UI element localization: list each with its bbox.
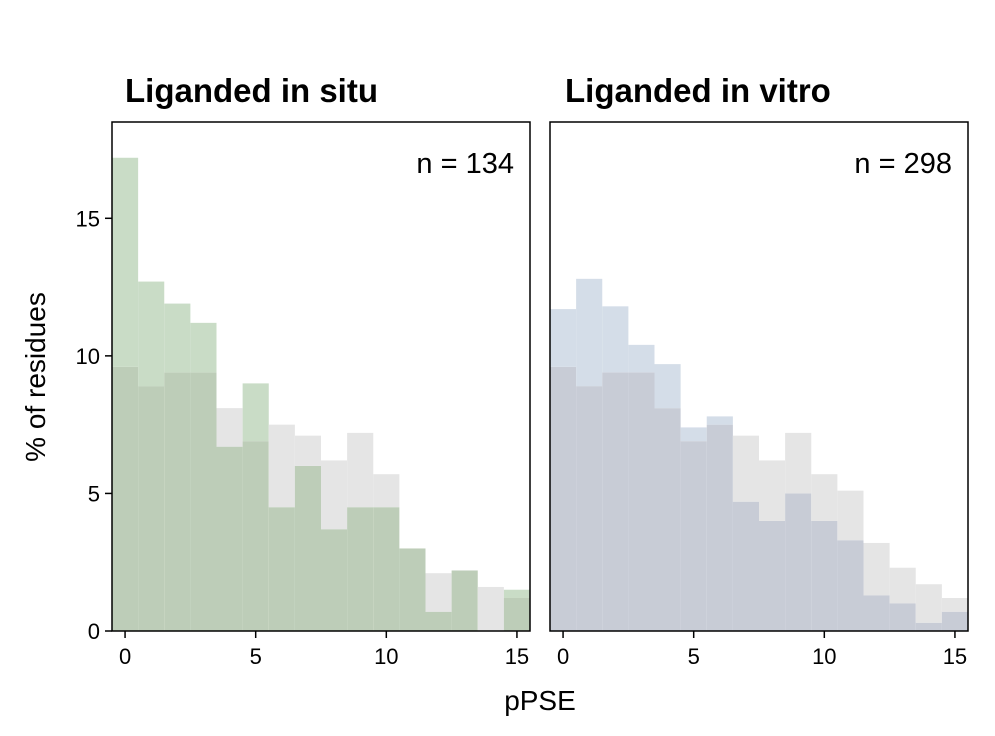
bar-ligand — [112, 157, 139, 367]
bar-overlap — [112, 366, 139, 631]
bar-ligand — [164, 303, 191, 373]
y-tick-label: 5 — [88, 481, 100, 506]
bar-overlap — [425, 611, 452, 631]
bar-ligand — [628, 344, 655, 373]
bar-overlap — [941, 611, 968, 631]
y-tick-label: 10 — [76, 344, 100, 369]
bar-overlap — [216, 446, 243, 631]
panel-title: Liganded in vitro — [565, 72, 831, 109]
bar-overlap — [242, 441, 269, 631]
x-tick-label: 5 — [688, 644, 700, 669]
bar-overlap — [837, 540, 864, 631]
bar-overlap — [321, 529, 348, 631]
bar-reference — [321, 460, 348, 530]
x-tick-label: 10 — [812, 644, 836, 669]
bar-ligand — [654, 364, 681, 409]
bar-ligand — [576, 278, 603, 387]
bar-overlap — [863, 595, 890, 631]
bar-ligand — [190, 322, 217, 373]
bar-overlap — [294, 465, 321, 631]
x-axis-ticks: 0 5 10 15 — [119, 631, 529, 669]
x-axis-ticks: 0 5 10 15 — [557, 631, 967, 669]
bar-overlap — [451, 570, 478, 631]
bar-overlap — [268, 507, 295, 631]
x-tick-label: 0 — [119, 644, 131, 669]
x-tick-label: 0 — [557, 644, 569, 669]
bar-overlap — [164, 372, 191, 631]
bar-overlap — [654, 408, 681, 631]
bar-overlap — [785, 493, 812, 631]
bar-ligand — [550, 309, 577, 367]
bar-reference — [811, 474, 838, 521]
bar-overlap — [190, 372, 217, 631]
bar-overlap — [347, 507, 374, 631]
bar-reference — [915, 584, 942, 623]
bar-overlap — [550, 366, 577, 631]
panel-in-vitro: Liganded in vitro n = 298 0 5 10 15 — [549, 72, 969, 669]
bar-overlap — [602, 372, 629, 631]
bar-overlap — [680, 441, 707, 631]
bar-reference — [837, 490, 864, 541]
plot-frame — [111, 121, 531, 632]
bar-ligand — [680, 427, 707, 442]
bar-overlap — [706, 424, 733, 631]
bar-reference — [941, 597, 968, 612]
bar-reference — [889, 567, 916, 604]
x-axis-label: pPSE — [504, 685, 576, 716]
x-tick-label: 15 — [505, 644, 529, 669]
bar-ligand — [706, 416, 733, 425]
bar-overlap — [628, 372, 655, 631]
y-tick-label: 0 — [88, 619, 100, 644]
bar-reference — [216, 408, 243, 447]
bar-overlap — [503, 597, 530, 631]
bar-overlap — [889, 603, 916, 631]
bar-overlap — [138, 386, 165, 631]
bar-reference — [294, 435, 321, 466]
bar-reference — [785, 432, 812, 494]
bar-ligand — [602, 306, 629, 373]
bar-ligand — [242, 383, 269, 442]
panel-title: Liganded in situ — [125, 72, 378, 109]
bar-reference — [477, 586, 504, 631]
sample-size-label: n = 298 — [854, 148, 952, 180]
bar-reference — [268, 424, 295, 508]
bar-reference — [425, 573, 452, 612]
x-tick-label: 15 — [943, 644, 967, 669]
bar-reference — [732, 435, 759, 502]
bar-overlap — [732, 501, 759, 631]
x-tick-label: 10 — [374, 644, 398, 669]
bar-overlap — [373, 507, 400, 631]
y-axis-ticks: 0 5 10 15 — [76, 206, 112, 644]
bar-overlap — [759, 520, 786, 631]
bar-reference — [759, 460, 786, 521]
bars — [550, 278, 968, 631]
bar-reference — [347, 432, 374, 508]
sample-size-label: n = 134 — [416, 148, 514, 180]
bar-ligand — [503, 589, 530, 598]
y-tick-label: 15 — [76, 206, 100, 231]
bar-overlap — [811, 520, 838, 631]
bar-overlap — [399, 548, 426, 631]
plot-frame — [549, 121, 969, 632]
bar-reference — [373, 474, 400, 508]
bar-overlap — [915, 622, 942, 631]
x-tick-label: 5 — [250, 644, 262, 669]
bars — [112, 157, 530, 631]
bar-overlap — [576, 386, 603, 631]
bar-reference — [863, 542, 890, 596]
bar-ligand — [138, 281, 165, 387]
panel-in-situ: Liganded in situ n = 134 0 5 10 15 0 5 10 15 — [76, 72, 531, 669]
y-axis-label: % of residues — [20, 292, 51, 462]
